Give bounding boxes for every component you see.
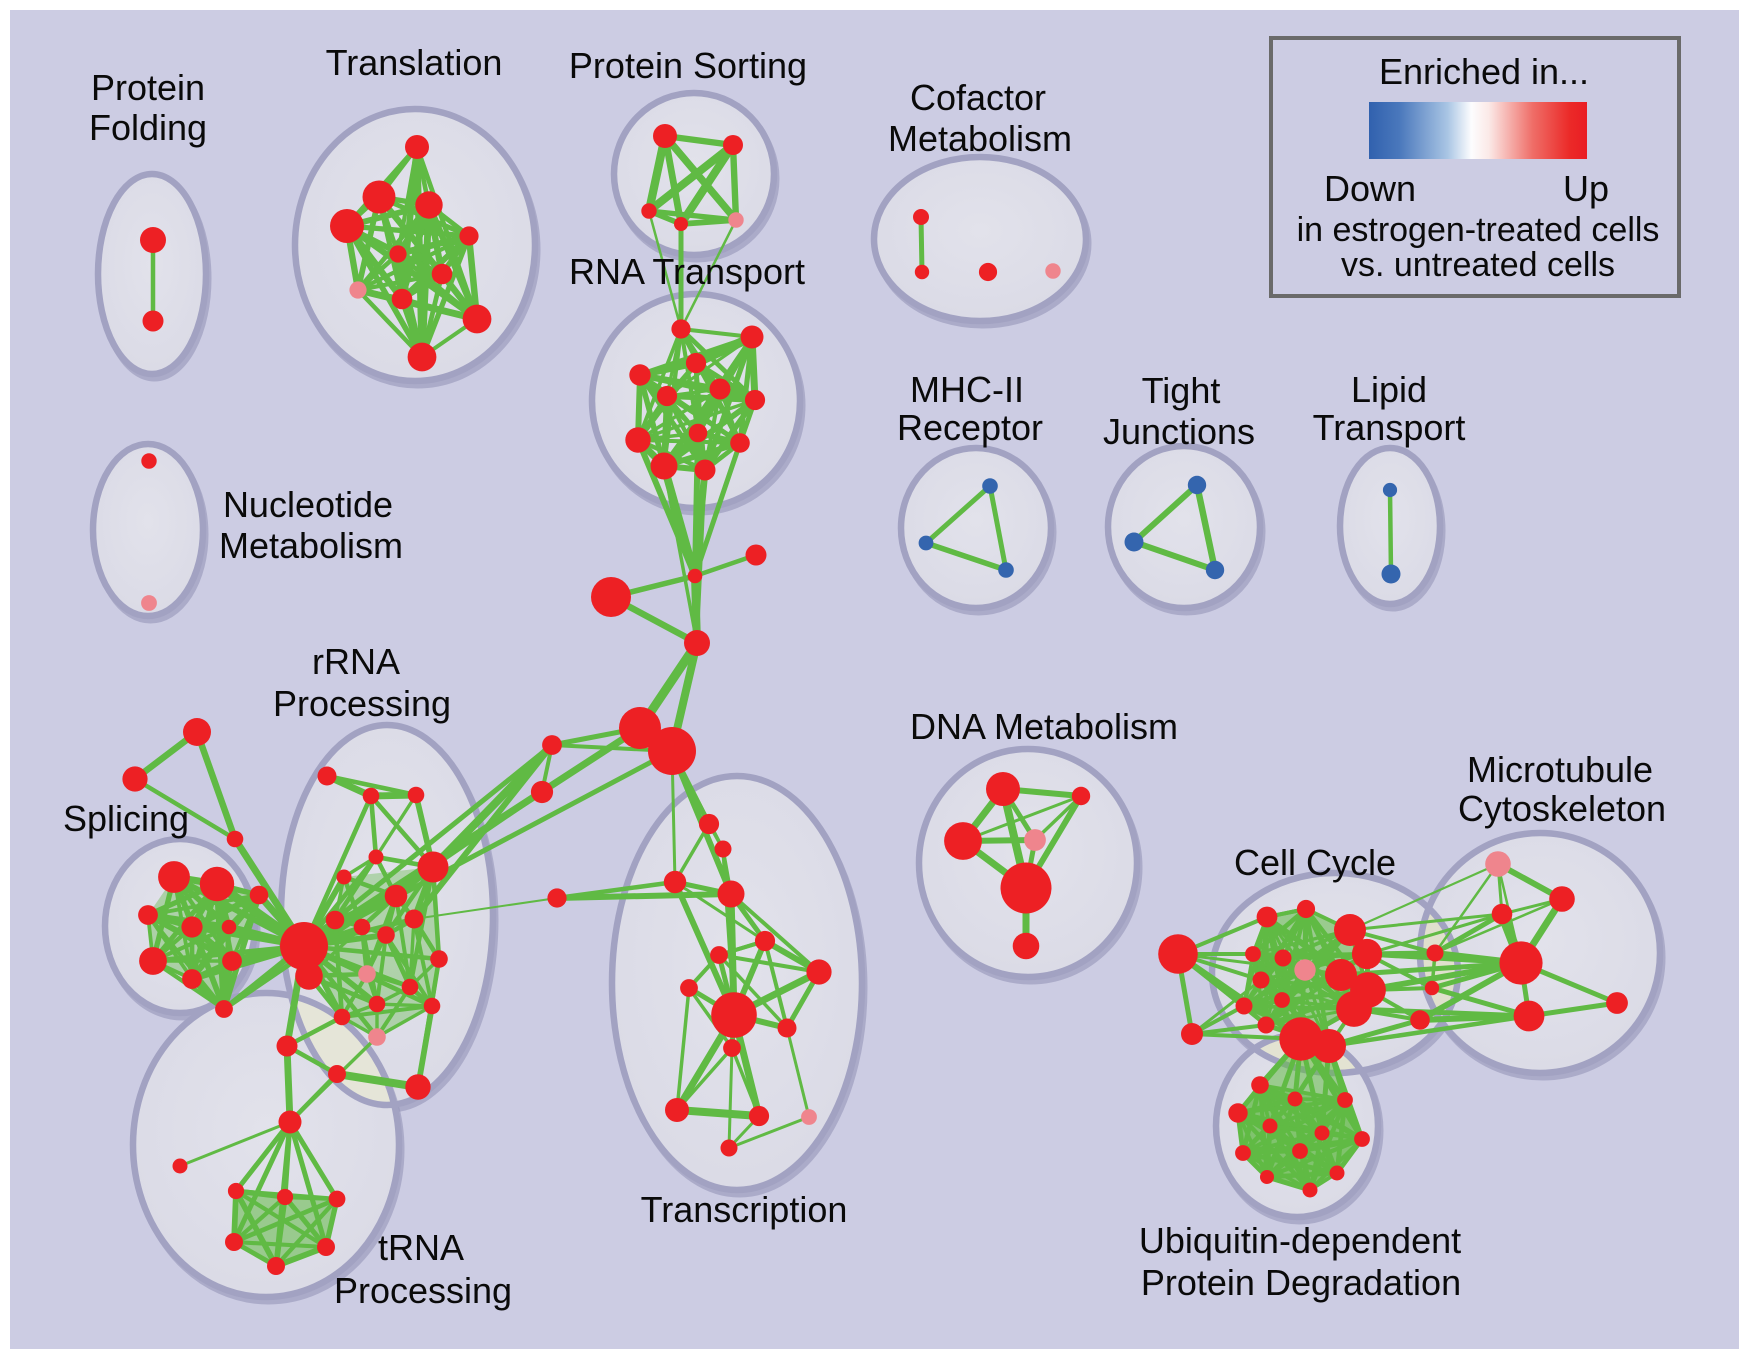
svg-text:Junctions: Junctions bbox=[1103, 411, 1255, 452]
svg-text:Protein Degradation: Protein Degradation bbox=[1141, 1262, 1461, 1303]
svg-text:Cytoskeleton: Cytoskeleton bbox=[1458, 788, 1666, 829]
svg-text:rRNA: rRNA bbox=[312, 641, 400, 682]
svg-text:MHC-II: MHC-II bbox=[910, 369, 1024, 410]
svg-text:DNA Metabolism: DNA Metabolism bbox=[910, 706, 1178, 747]
svg-text:Processing: Processing bbox=[334, 1270, 512, 1311]
svg-text:Microtubule: Microtubule bbox=[1467, 749, 1653, 790]
svg-text:Ubiquitin-dependent: Ubiquitin-dependent bbox=[1139, 1220, 1461, 1261]
svg-text:in estrogen-treated cells: in estrogen-treated cells bbox=[1297, 211, 1660, 249]
svg-text:Protein: Protein bbox=[91, 67, 205, 108]
svg-text:Tight: Tight bbox=[1142, 370, 1221, 411]
svg-text:Splicing: Splicing bbox=[63, 798, 189, 839]
svg-text:Down: Down bbox=[1324, 168, 1416, 209]
svg-text:Translation: Translation bbox=[326, 42, 503, 83]
svg-text:Processing: Processing bbox=[273, 683, 451, 724]
svg-text:Folding: Folding bbox=[89, 107, 207, 148]
svg-text:vs. untreated cells: vs. untreated cells bbox=[1341, 246, 1615, 284]
svg-text:Cell Cycle: Cell Cycle bbox=[1234, 842, 1396, 883]
svg-text:Metabolism: Metabolism bbox=[888, 118, 1072, 159]
svg-text:tRNA: tRNA bbox=[378, 1227, 464, 1268]
svg-text:Enriched in...: Enriched in... bbox=[1379, 51, 1589, 92]
svg-text:Receptor: Receptor bbox=[897, 407, 1043, 448]
svg-text:Metabolism: Metabolism bbox=[219, 525, 403, 566]
svg-text:Nucleotide: Nucleotide bbox=[223, 484, 393, 525]
svg-text:Transcription: Transcription bbox=[641, 1189, 848, 1230]
svg-text:Up: Up bbox=[1563, 168, 1609, 209]
svg-text:Lipid: Lipid bbox=[1351, 369, 1427, 410]
svg-text:Protein Sorting: Protein Sorting bbox=[569, 45, 807, 86]
svg-text:RNA Transport: RNA Transport bbox=[569, 251, 805, 292]
svg-text:Transport: Transport bbox=[1313, 407, 1466, 448]
svg-text:Cofactor: Cofactor bbox=[910, 77, 1046, 118]
